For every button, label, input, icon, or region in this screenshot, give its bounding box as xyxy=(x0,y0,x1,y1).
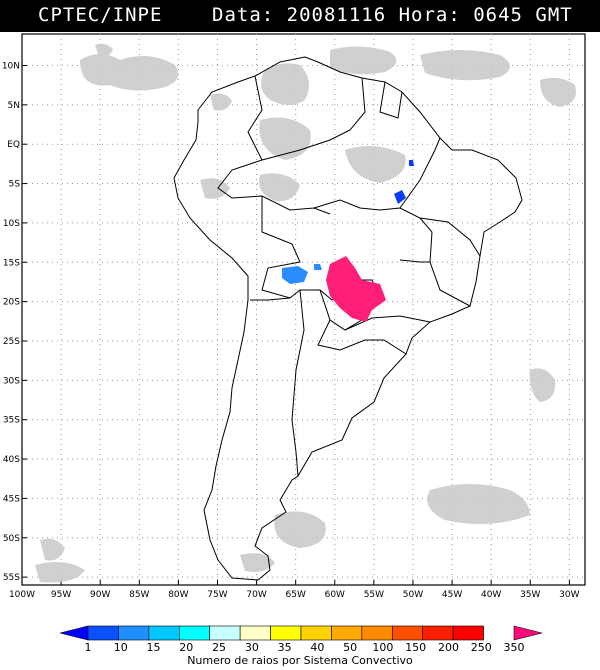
lat-label: 45S xyxy=(3,494,20,504)
colorbar-swatch xyxy=(59,625,89,641)
source-label: CPTEC/INPE xyxy=(38,4,163,26)
storm-light-blue-small xyxy=(314,264,322,270)
colorbar-swatch xyxy=(239,625,271,641)
lat-label: 5S xyxy=(9,180,21,190)
lon-label: 70W xyxy=(246,590,266,600)
colorbar-tick-label: 50 xyxy=(343,641,357,654)
colorbar-tick-label: 30 xyxy=(245,641,259,654)
colorbar-tick-label: 25 xyxy=(212,641,226,654)
colorbar-tick-label: 250 xyxy=(471,641,492,654)
lon-label: 50W xyxy=(403,590,423,600)
colorbar-swatch xyxy=(300,625,332,641)
title-bar: CPTEC/INPE Data: 20081116 Hora: 0645 GMT xyxy=(0,0,600,32)
colorbar-tick-label: 100 xyxy=(372,641,393,654)
lon-label: 45W xyxy=(442,590,462,600)
colorbar-tick-label: 20 xyxy=(179,641,193,654)
lon-label: 60W xyxy=(325,590,345,600)
colorbar-tick-label: 1 xyxy=(85,641,92,654)
lon-label: 35W xyxy=(520,590,540,600)
lon-label: 55W xyxy=(364,590,384,600)
storm-blue-small xyxy=(409,160,414,166)
lon-label: 65W xyxy=(286,590,306,600)
lat-label: 5N xyxy=(8,101,20,111)
lat-label: 35S xyxy=(3,416,20,426)
coastline xyxy=(173,56,523,581)
colorbar-tick-label: 15 xyxy=(147,641,161,654)
colorbar-swatch xyxy=(178,625,211,641)
cloud-cover xyxy=(35,43,576,583)
lat-label: 20S xyxy=(3,298,20,308)
colorbar-tick-label: 350 xyxy=(504,641,525,654)
lat-label: 10N xyxy=(2,61,20,71)
lat-label: 10S xyxy=(3,219,20,229)
colorbar-swatch xyxy=(361,625,393,641)
colorbar-swatch xyxy=(513,625,543,641)
colorbar-swatch xyxy=(391,625,424,641)
colorbar-swatch xyxy=(270,625,302,641)
lat-label: 30S xyxy=(3,376,20,386)
colorbar-swatch xyxy=(209,625,241,641)
map-grid: 10N 5N EQ 5S 10S 15S 20S 25S 30S 35S 40S 45S 50S 55S 1… xyxy=(2,34,585,600)
lon-label: 75W xyxy=(207,590,227,600)
lon-label: 40W xyxy=(481,590,501,600)
colorbar-swatch xyxy=(452,625,484,641)
colorbar-swatch xyxy=(118,625,150,641)
lon-label: 85W xyxy=(129,590,149,600)
lat-label: 40S xyxy=(3,455,20,465)
lon-label: 80W xyxy=(168,590,188,600)
lat-label: 50S xyxy=(3,534,20,544)
colorbar-swatch xyxy=(422,625,454,641)
lat-label: EQ xyxy=(7,140,20,150)
lat-label: 55S xyxy=(3,573,20,583)
lon-label: 100W xyxy=(9,590,35,600)
lat-label: 15S xyxy=(3,258,20,268)
lon-label: 30W xyxy=(559,590,579,600)
colorbar-tick-label: 10 xyxy=(114,641,128,654)
convective-systems xyxy=(282,160,414,322)
colorbar-swatch xyxy=(148,625,180,641)
lon-label: 90W xyxy=(90,590,110,600)
storm-light-blue xyxy=(282,266,308,284)
datetime-label: Data: 20081116 Hora: 0645 GMT xyxy=(212,4,573,26)
colorbar: 1 10 15 20 25 30 35 40 50 100 150 200 250 350 xyxy=(59,625,543,654)
colorbar-tick-label: 150 xyxy=(405,641,426,654)
colorbar-swatch xyxy=(87,625,119,641)
storm-blue-large xyxy=(394,190,406,204)
colorbar-title: Numero de raios por Sistema Convectivo xyxy=(187,654,413,667)
storm-magenta xyxy=(326,256,386,322)
colorbar-tick-label: 40 xyxy=(310,641,324,654)
lon-label: 95W xyxy=(51,590,71,600)
colorbar-swatch xyxy=(331,625,363,641)
lat-label: 25S xyxy=(3,337,20,347)
colorbar-tick-label: 200 xyxy=(438,641,459,654)
colorbar-tick-label: 35 xyxy=(278,641,292,654)
